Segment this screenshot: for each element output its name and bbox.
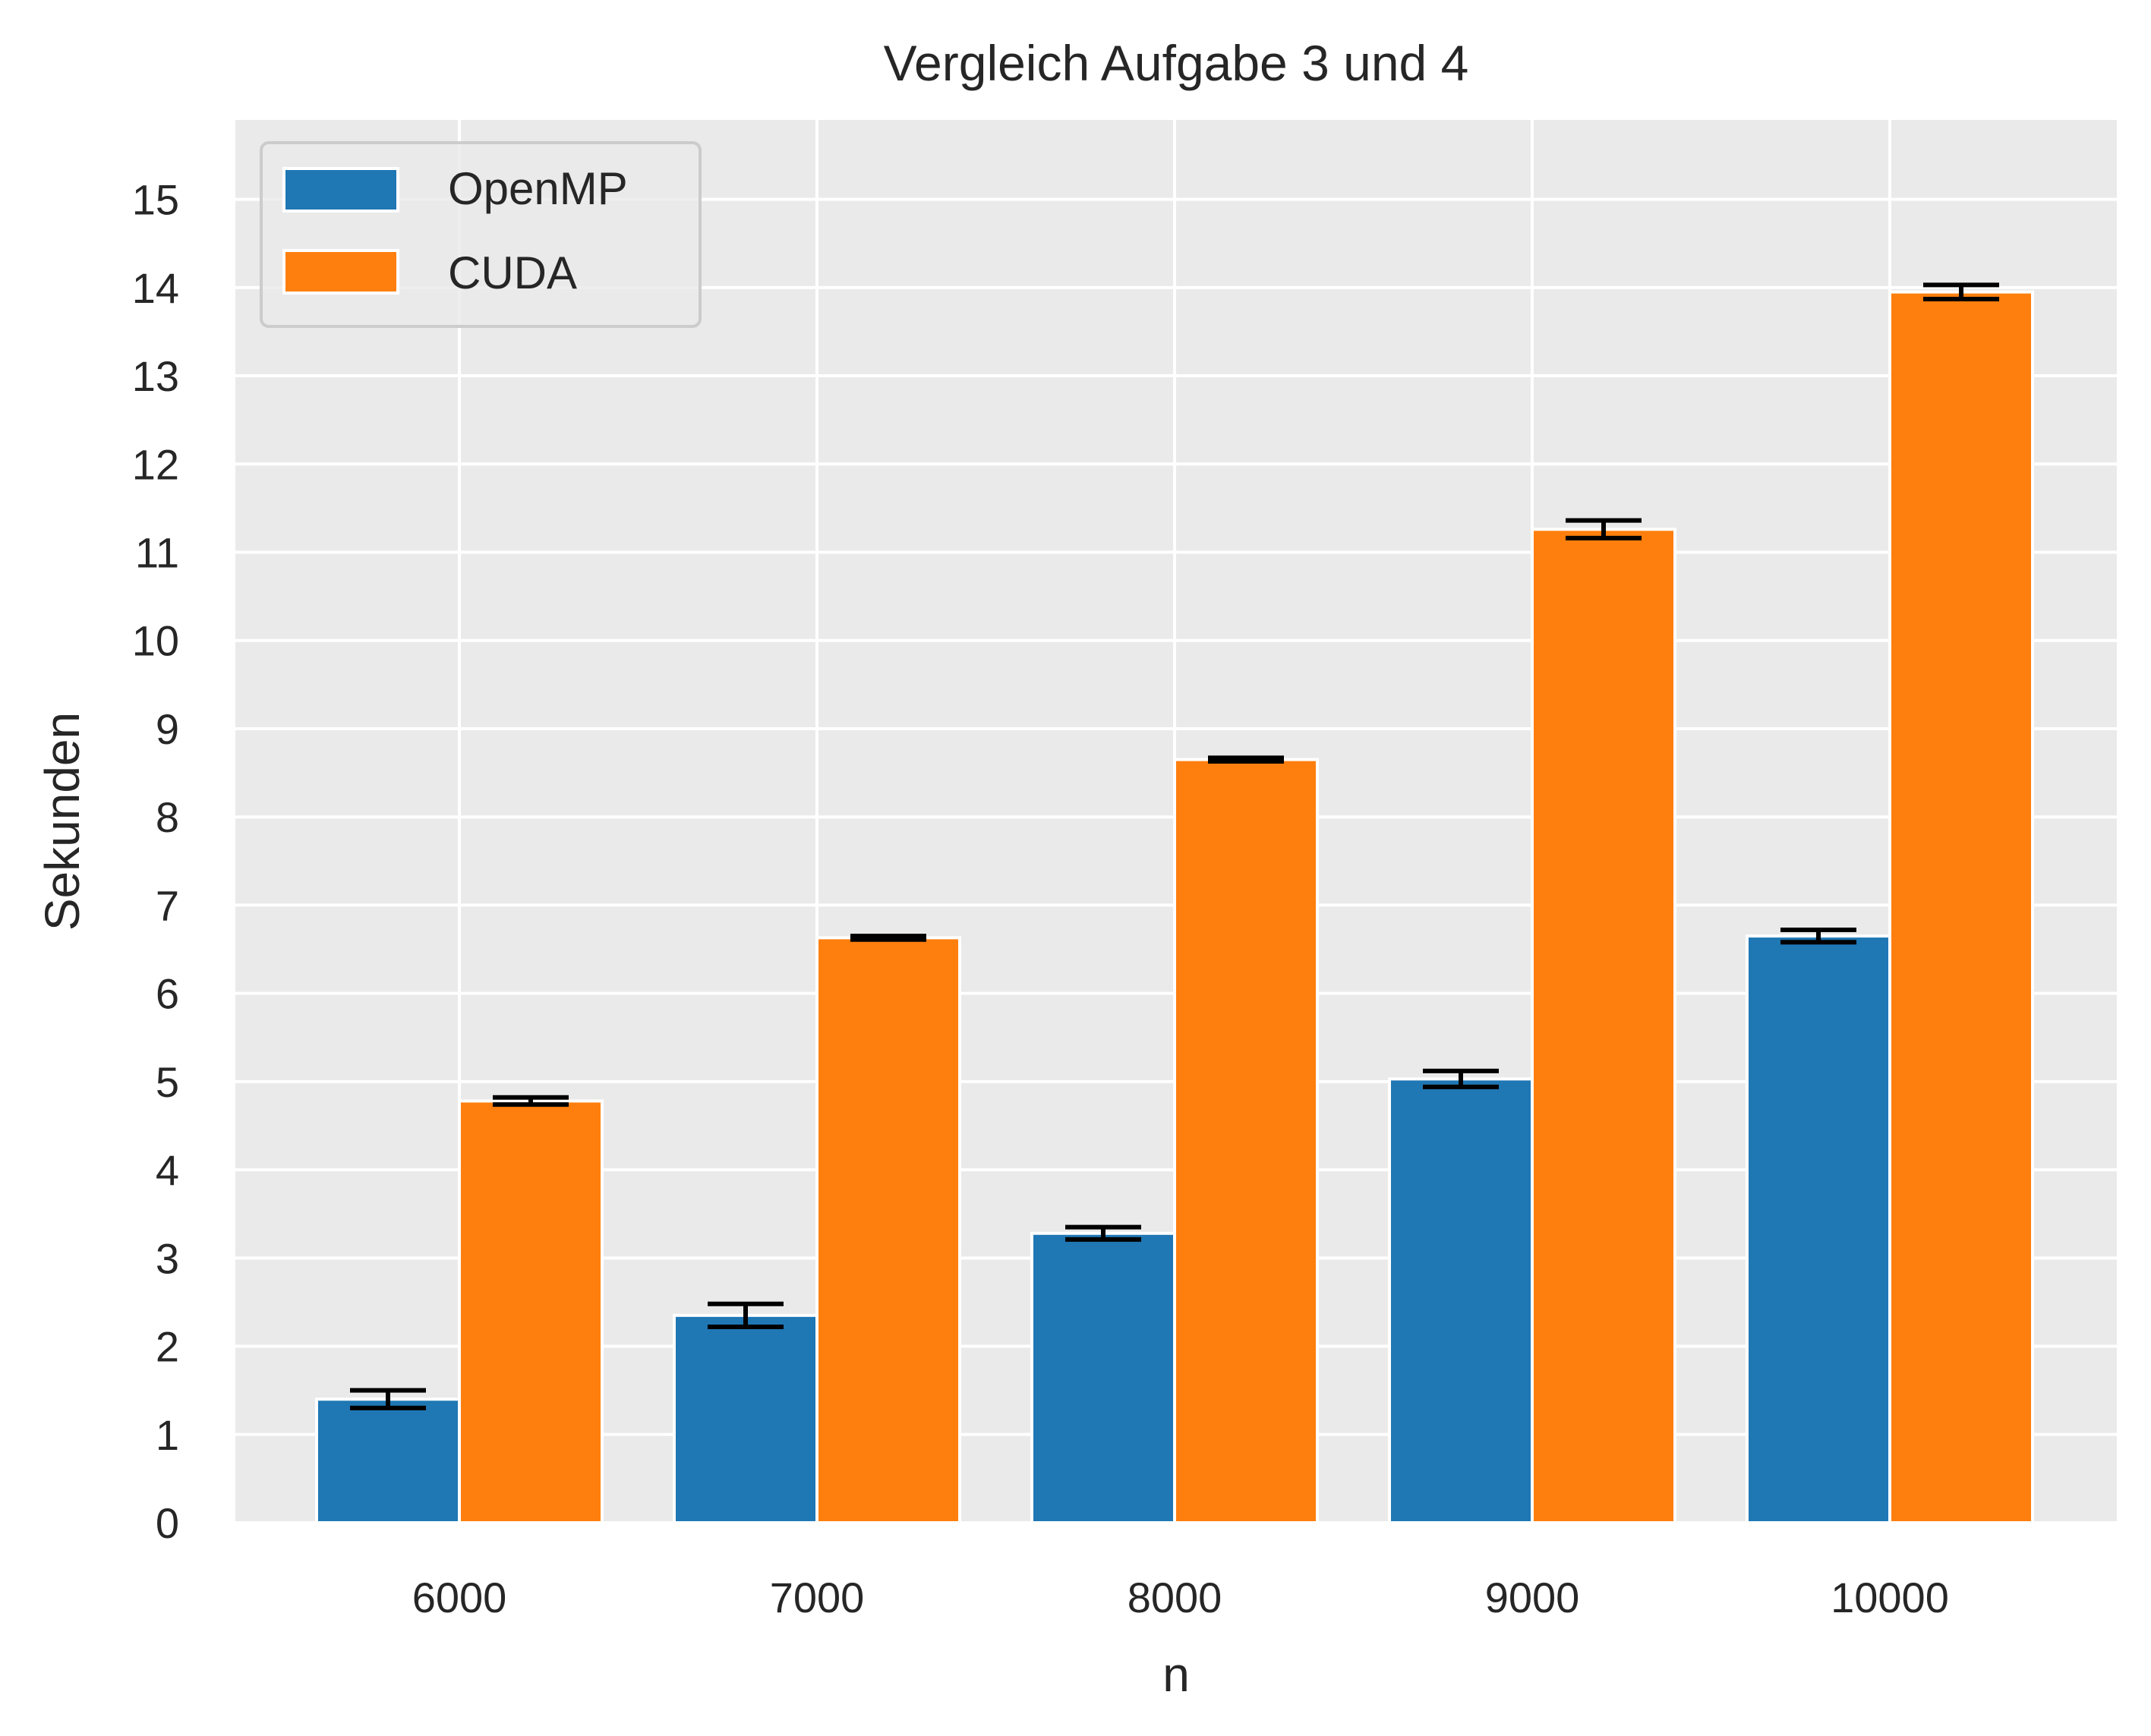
bar-openmp-6000 [315,1397,461,1524]
bar-cuda-7000 [815,936,961,1524]
x-tick-label: 7000 [770,1574,865,1621]
x-tick-label: 6000 [412,1574,507,1621]
chart-title: Vergleich Aufgabe 3 und 4 [884,35,1469,91]
bar-openmp-10000 [1746,934,1891,1524]
legend-swatch-cuda [282,249,399,295]
y-tick-label: 12 [132,440,179,488]
y-tick-label: 2 [156,1323,179,1371]
legend-label-cuda: CUDA [448,247,577,298]
legend-label-openmp: OpenMP [448,163,628,214]
y-tick-label: 13 [132,352,179,400]
bar-openmp-8000 [1030,1231,1176,1524]
x-tick-label: 8000 [1128,1574,1222,1621]
bar-cuda-6000 [458,1099,604,1524]
legend: OpenMP CUDA [260,141,702,328]
y-tick-label: 8 [156,793,179,841]
y-tick-label: 1 [156,1411,179,1459]
bars [315,290,2034,1525]
x-axis-label: n [1162,1647,1190,1702]
y-tick-label: 7 [156,881,179,929]
y-tick-label: 9 [156,705,179,753]
y-tick-label: 4 [156,1146,179,1194]
y-tick-label: 10 [132,617,179,665]
bar-cuda-10000 [1888,290,2034,1525]
bar-openmp-9000 [1388,1077,1534,1524]
y-tick-label: 0 [156,1499,179,1547]
bar-openmp-7000 [673,1313,818,1524]
y-tick-label: 5 [156,1058,179,1106]
legend-swatch-openmp [282,167,399,213]
y-tick-label: 15 [132,176,179,224]
error-bars [350,282,1999,1410]
y-axis-label: Sekunden [35,712,90,931]
y-tick-label: 14 [132,264,179,312]
bar-cuda-8000 [1173,758,1319,1524]
y-tick-label: 3 [156,1234,179,1282]
y-tick-label: 11 [135,529,179,577]
x-tick-labels: 6000 7000 8000 9000 10000 [412,1574,1949,1621]
x-tick-label: 10000 [1831,1574,1949,1621]
x-tick-label: 9000 [1485,1574,1580,1621]
bar-cuda-9000 [1531,528,1676,1525]
y-tick-label: 6 [156,970,179,1018]
